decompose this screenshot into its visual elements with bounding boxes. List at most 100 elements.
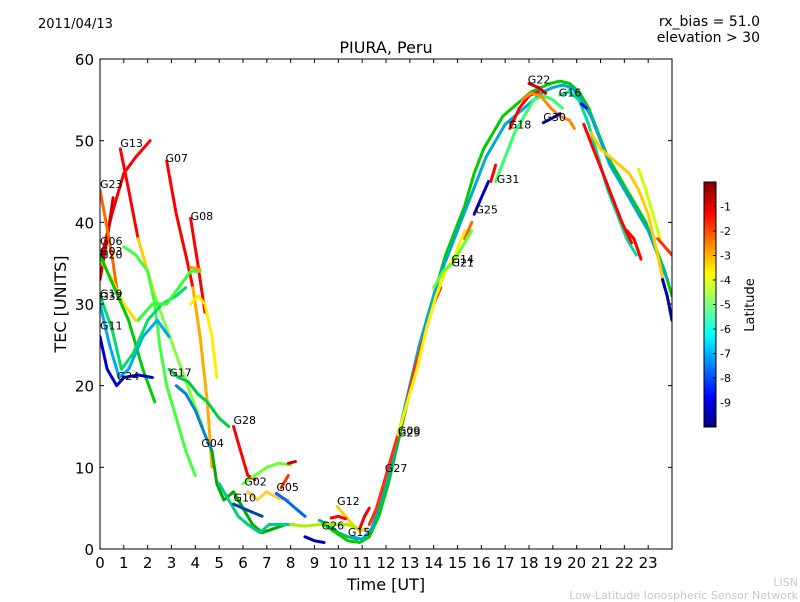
- y-axis-label: TEC [UNITS]: [51, 256, 70, 354]
- satellite-track-43: [494, 94, 564, 183]
- satellite-label-g29: G29: [398, 426, 421, 439]
- satellite-track-14: [100, 286, 188, 371]
- satellite-label-g12: G12: [337, 495, 360, 508]
- satellite-track-54: [656, 237, 672, 257]
- satellite-track-19: [174, 384, 214, 453]
- satellite-track-45: [520, 91, 576, 130]
- receiver-info: rx_bias = 51.0 elevation > 30: [657, 14, 760, 46]
- satellite-label-g23: G23: [100, 178, 123, 191]
- satellite-label-g17: G17: [169, 367, 192, 380]
- x-tick-label: 0: [95, 554, 105, 572]
- colorbar-tick-label: -5: [720, 299, 731, 312]
- x-tick-label: 9: [310, 554, 320, 572]
- satellite-track-34: [329, 514, 347, 521]
- satellite-label-g11: G11: [100, 319, 123, 332]
- x-tick-label: 14: [424, 554, 443, 572]
- satellite-track-21: [217, 482, 295, 535]
- watermark-line1: LISN: [773, 576, 798, 589]
- satellite-track-12: [100, 302, 171, 379]
- watermark-line2: Low-Latitude Ionospheric Sensor Network: [569, 589, 798, 602]
- satellite-track-46: [527, 82, 548, 95]
- satellite-label-g26: G26: [322, 519, 345, 532]
- satellite-track-7: [191, 286, 214, 469]
- satellite-label-g22: G22: [528, 74, 551, 87]
- satellite-track-50: [582, 122, 633, 245]
- satellite-label-g30: G30: [543, 111, 566, 124]
- x-tick-label: 18: [519, 554, 538, 572]
- colorbar-label: Latitude: [743, 278, 758, 332]
- satellite-label-g10: G10: [234, 492, 257, 505]
- satellite-track-30: [358, 506, 371, 531]
- satellite-track-26: [279, 474, 290, 490]
- satellite-track-52: [625, 229, 643, 261]
- satellite-track-27: [232, 502, 264, 518]
- colorbar-tick-label: -9: [720, 397, 731, 410]
- x-tick-label: 17: [496, 554, 515, 572]
- satellite-label-g18: G18: [509, 118, 532, 131]
- colorbar-tick-label: -2: [720, 225, 731, 238]
- satellite-label-g19: G19: [100, 288, 123, 301]
- satellite-track-40: [432, 229, 474, 290]
- satellite-track-3: [118, 147, 140, 241]
- satellite-track-39: [463, 220, 474, 241]
- x-tick-label: 10: [329, 554, 348, 572]
- elevation-label: elevation > 30: [656, 30, 760, 46]
- satellite-label-g24: G24: [117, 370, 140, 383]
- satellite-track-23: [241, 461, 293, 486]
- satellite-label-g03: G03: [100, 245, 123, 258]
- y-tick-label: 40: [75, 214, 94, 232]
- colorbar-tick-label: -7: [720, 348, 731, 361]
- satellite-label-g25: G25: [475, 203, 498, 216]
- date-label: 2011/04/13: [38, 17, 113, 32]
- satellite-label-g05: G05: [276, 481, 299, 494]
- x-tick-label: 15: [448, 554, 467, 572]
- satellite-track-28: [274, 492, 307, 518]
- x-tick-label: 7: [262, 554, 272, 572]
- x-tick-label: 3: [167, 554, 177, 572]
- x-tick-label: 11: [353, 554, 372, 572]
- x-tick-label: 2: [143, 554, 153, 572]
- y-tick-label: 60: [75, 51, 94, 69]
- satellite-label-g27: G27: [385, 462, 408, 475]
- y-tick-label: 30: [75, 296, 94, 314]
- satellite-label-g06: G06: [100, 235, 123, 248]
- satellite-track-42: [489, 163, 498, 183]
- x-tick-label: 21: [591, 554, 610, 572]
- colorbar: -1 -2 -3 -4 -5 -6 -7 -8 -9: [703, 181, 731, 428]
- satellite-track-38: [396, 229, 467, 437]
- colorbar-tick-label: -8: [720, 372, 731, 385]
- satellite-label-g21: G21: [452, 256, 475, 269]
- satellite-label-g14: G14: [452, 253, 475, 266]
- series-layer: [100, 79, 672, 544]
- x-tick-label: 1: [119, 554, 129, 572]
- x-tick-label: 22: [615, 554, 634, 572]
- y-tick-label: 20: [75, 378, 94, 396]
- satellite-track-41: [472, 180, 490, 216]
- colorbar-tick-label: -3: [720, 250, 731, 263]
- satellite-track-18: [167, 367, 231, 428]
- satellite-track-29: [335, 505, 369, 533]
- satellite-track-13: [100, 335, 154, 388]
- satellite-label-g20: G20: [100, 248, 123, 261]
- rx-bias-label: rx_bias = 51.0: [658, 14, 760, 30]
- satellite-label-g32: G32: [100, 290, 123, 303]
- satellite-track-15: [136, 269, 202, 322]
- x-tick-label: 4: [191, 554, 201, 572]
- satellite-track-11: [122, 245, 197, 477]
- x-tick-label: 20: [567, 554, 586, 572]
- satellite-track-16: [189, 265, 202, 272]
- satellite-track-17: [189, 294, 219, 379]
- y-tick-label: 0: [84, 541, 94, 559]
- x-tick-label: 8: [286, 554, 296, 572]
- satellite-label-g13: G13: [120, 137, 143, 150]
- satellite-track-53: [637, 167, 662, 241]
- satellite-label-g02: G02: [244, 475, 267, 488]
- satellite-track-35: [322, 79, 672, 544]
- satellite-label-g31: G31: [497, 173, 520, 186]
- satellite-label-g07: G07: [166, 152, 189, 165]
- satellite-label-g28: G28: [234, 414, 257, 427]
- satellite-label-g15: G15: [348, 526, 371, 539]
- satellite-track-55: [661, 278, 672, 322]
- x-tick-label: 16: [472, 554, 491, 572]
- satellite-label-g04: G04: [201, 437, 224, 450]
